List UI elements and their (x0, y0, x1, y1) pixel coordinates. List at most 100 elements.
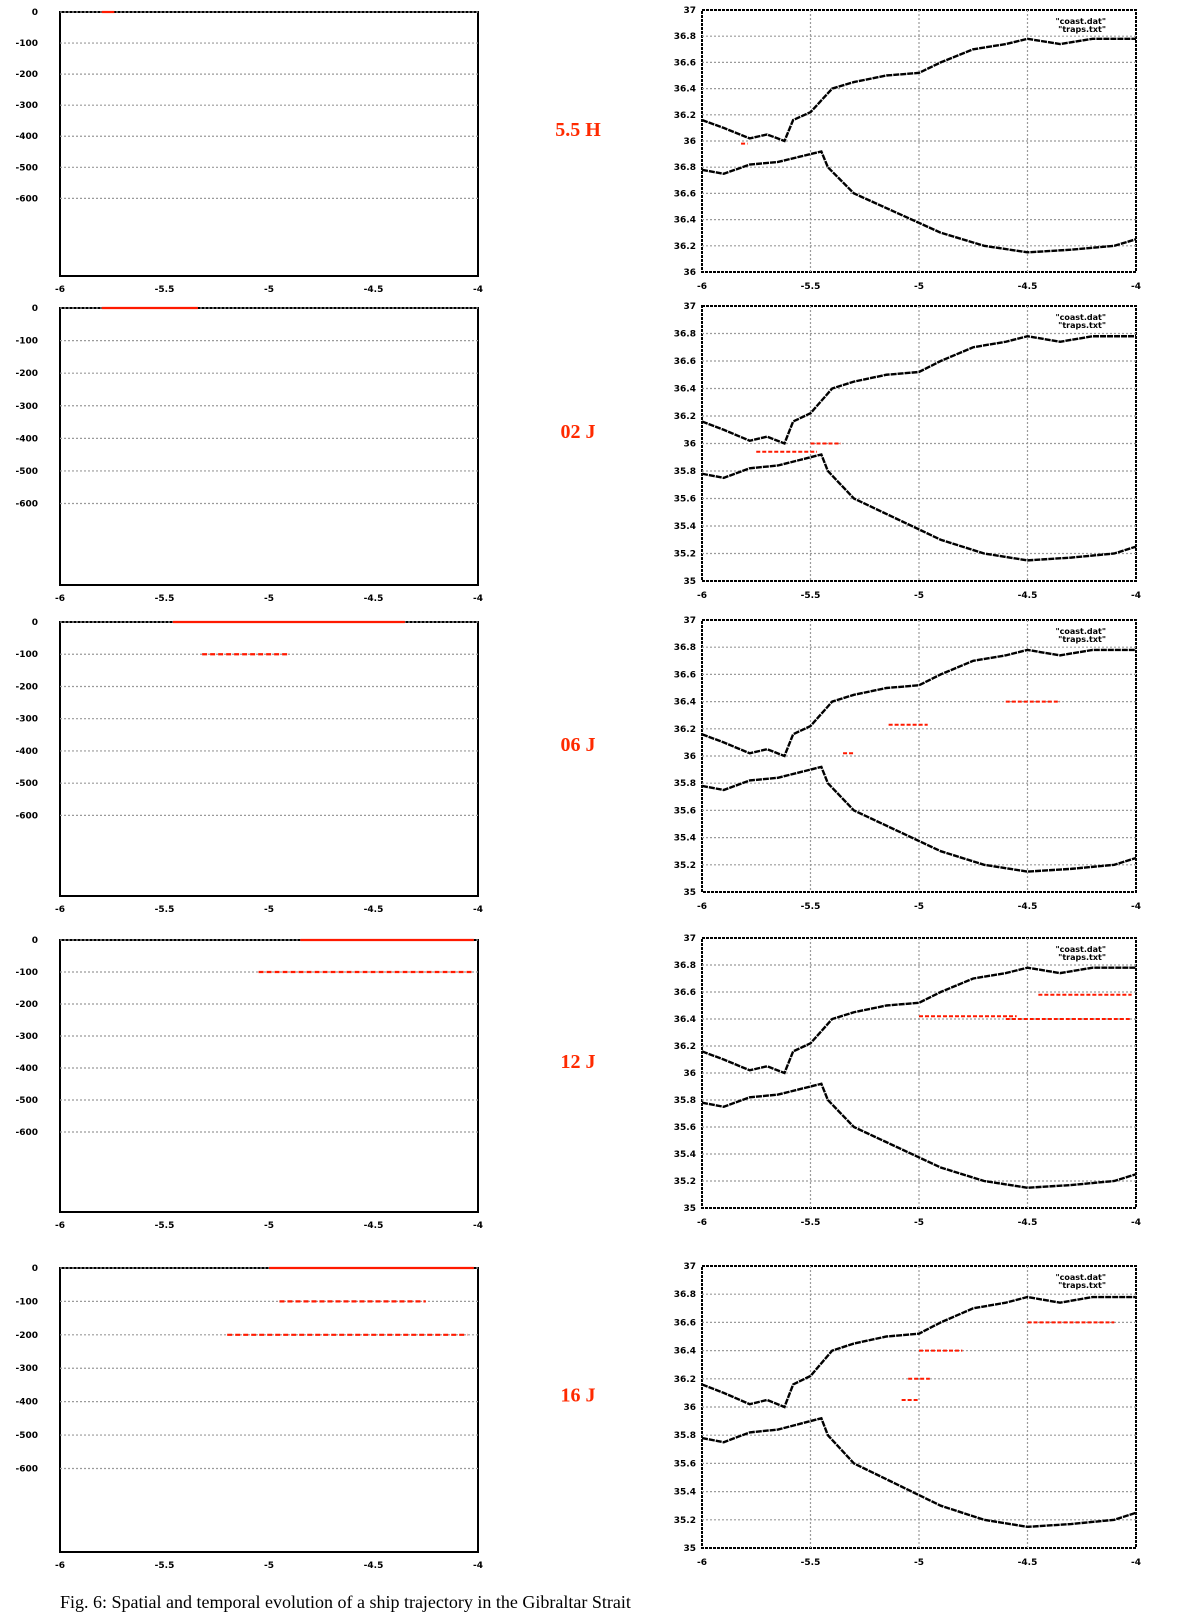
map-y-tick: 36.4 (674, 698, 696, 708)
depth-y-tick: -300 (15, 402, 38, 412)
panel-label: 12 J (561, 1051, 596, 1073)
map-y-tick: 35 (683, 888, 696, 898)
depth-y-tick: -200 (15, 70, 38, 80)
depth-y-tick: -600 (15, 194, 38, 204)
map-y-tick: 35.8 (674, 467, 696, 477)
depth-x-tick: -4 (473, 1561, 483, 1571)
depth-y-tick: -100 (15, 650, 38, 660)
legend-coast: "coast.dat" (1055, 17, 1106, 26)
map-y-tick: 35.2 (674, 550, 696, 560)
map-y-tick: 36.8 (674, 643, 696, 653)
map-y-tick: 35.4 (674, 1150, 696, 1160)
coastline-south (701, 150, 1137, 254)
depth-y-tick: -300 (15, 101, 38, 111)
coastline-north (701, 966, 1136, 1075)
depth-y-tick: -300 (15, 1032, 38, 1042)
depth-y-tick: -400 (15, 747, 38, 757)
depth-panel: 0 -100 -200 -300 -400 -500 -600 -6 -5.5 -5 -4.5 -4 (15, 936, 483, 1231)
map-x-tick: -6 (697, 591, 707, 601)
depth-y-tick: -400 (15, 1064, 38, 1074)
map-y-tick: 36.4 (674, 1015, 696, 1025)
depth-x-tick: -5.5 (155, 1221, 175, 1231)
row-3: 0 -100 -200 -300 -400 -500 -600 -6 -5.5 -5 -4.5 -4 1… (15, 934, 1141, 1231)
map-y-tick: 36 (683, 1403, 696, 1413)
depth-y-tick: -100 (15, 39, 38, 49)
map-x-tick: -6 (697, 1558, 707, 1568)
depth-y-tick: -500 (15, 163, 38, 173)
map-y-tick: 36 (683, 1069, 696, 1079)
depth-x-tick: -4.5 (364, 1221, 384, 1231)
map-x-tick: -4 (1131, 1558, 1141, 1568)
map-y-tick: 35.6 (674, 495, 696, 505)
depth-y-tick: 0 (32, 8, 38, 18)
legend-traps: "traps.txt" (1058, 953, 1106, 962)
coastline-south (701, 1416, 1137, 1529)
map-panel: -6 -5.5 -5 -4.5 -4 35 35.2 35.4 35.6 35.8 36 36.2 36… (674, 1262, 1141, 1568)
map-x-tick: -5 (914, 1558, 924, 1568)
depth-panel: 0 -100 -200 -300 -400 -500 -600 -6 -5.5 -5 -4.5 -4 (15, 1264, 483, 1571)
map-y-tick: 36.6 (674, 189, 696, 199)
depth-x-tick: -5 (264, 285, 274, 295)
map-x-tick: -5.5 (801, 591, 821, 601)
map-y-tick: 36.2 (674, 1042, 696, 1052)
depth-panel: 0 -100 -200 -300 -400 -500 -600 -6 -5.5 -5 -4.5 -4 (15, 304, 483, 604)
depth-y-tick: -300 (15, 715, 38, 725)
legend-traps: "traps.txt" (1058, 321, 1106, 330)
row-2: 0-100-200-300-400-500-600-6 -5.5 -5 -4.5 -40… (15, 616, 1141, 915)
map-x-tick: -4 (1131, 282, 1141, 292)
depth-y-tick: -100 (15, 337, 38, 347)
map-x-tick: -5 (914, 1218, 924, 1228)
row-1: 0-100-200-300-400-500-600-6 -5.5 -5 -4.5 -40… (15, 302, 1141, 604)
map-y-tick: 35.6 (674, 1459, 696, 1469)
map-x-tick: -5 (914, 902, 924, 912)
row-4: 0 -100 -200 -300 -400 -500 -600 -6 -5.5 -5 -4.5 -4 1… (15, 1262, 1141, 1571)
depth-y-tick: -600 (15, 1128, 38, 1138)
map-y-tick: 36.6 (674, 1318, 696, 1328)
map-y-tick: 36 (683, 137, 696, 147)
map-x-tick: -4.5 (1018, 902, 1038, 912)
legend-coast: "coast.dat" (1055, 627, 1106, 636)
panel-label: 02 J (561, 421, 596, 443)
map-x-tick: -4.5 (1018, 282, 1038, 292)
depth-x-tick: -5.5 (155, 594, 175, 604)
map-y-tick: 35 (683, 1544, 696, 1554)
map-y-tick: 36.6 (674, 670, 696, 680)
legend-coast: "coast.dat" (1055, 1273, 1106, 1282)
map-y-tick: 36.8 (674, 330, 696, 340)
depth-y-tick: 0 (32, 1264, 38, 1274)
map-y-tick: 35.2 (674, 861, 696, 871)
depth-x-tick: -5 (264, 1221, 274, 1231)
depth-x-tick: -5 (264, 594, 274, 604)
panel-label: 16 J (561, 1384, 596, 1406)
panel-label: 06 J (561, 734, 596, 756)
depth-y-tick: -600 (15, 500, 38, 510)
map-y-tick: 36.4 (674, 1347, 696, 1357)
depth-x-tick: -5.5 (155, 1561, 175, 1571)
depth-y-tick: -500 (15, 1096, 38, 1106)
map-x-tick: -5.5 (801, 282, 821, 292)
map-y-tick: 36.4 (674, 385, 696, 395)
coastline-south (701, 453, 1137, 562)
map-x-tick: -5 (914, 591, 924, 601)
map-x-tick: -6 (697, 282, 707, 292)
depth-panel: 0 -100 -200 -300 -400 -500 -600 -6 -5.5 -5 -4.5 -4 (15, 618, 483, 915)
map-y-tick: 35.4 (674, 522, 696, 532)
coastline-north (701, 1295, 1136, 1409)
map-panel: -6 -5.5 -5 -4.5 -4 35 35.2 35.4 35.6 35.8 36 36.2 36… (674, 616, 1141, 912)
map-panel: -6 -5.5 -5 -4.5 -4 35 35.2 35.4 35.6 35.8 36 36.2 36… (674, 934, 1141, 1228)
figure-caption: Fig. 6: Spatial and temporal evolution o… (60, 1592, 631, 1612)
depth-y-tick: -200 (15, 1000, 38, 1010)
map-y-tick: 36.2 (674, 111, 696, 121)
coastline-north (701, 648, 1136, 758)
map-x-tick: -5.5 (801, 1558, 821, 1568)
depth-y-tick: -500 (15, 467, 38, 477)
coastline-south (701, 765, 1137, 873)
map-y-tick: 36 (683, 752, 696, 762)
map-y-tick: 35.2 (674, 1516, 696, 1526)
depth-x-tick: -4.5 (364, 594, 384, 604)
map-x-tick: -6 (697, 1218, 707, 1228)
depth-x-tick: -4 (473, 1221, 483, 1231)
map-x-tick: -6 (697, 902, 707, 912)
depth-x-tick: -6 (55, 1561, 65, 1571)
